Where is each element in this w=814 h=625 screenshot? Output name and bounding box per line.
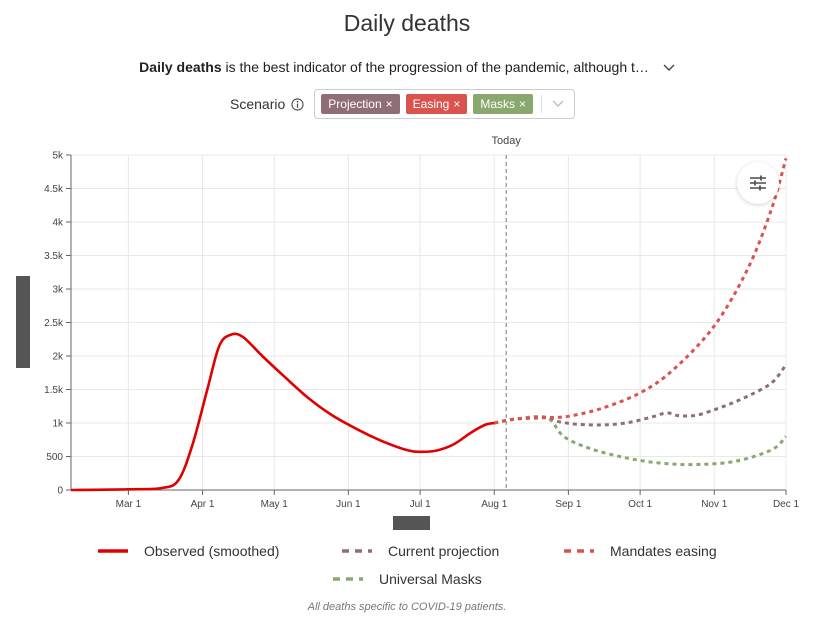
- y-zoom-handle[interactable]: [16, 276, 30, 368]
- y-tick-label: 2k: [52, 352, 64, 363]
- y-tick-label: 3.5k: [44, 251, 64, 262]
- scenario-tag-projection[interactable]: Projection ×: [321, 94, 400, 114]
- chart-svg[interactable]: 0 500 1k 1.5k 2k 2.5k 3k 3.5k 4k 4.5k 5k Mar 1 Apr 1…: [0, 0, 814, 600]
- series-line-mandates-easing: [493, 157, 788, 425]
- y-tick-label: 2.5k: [44, 318, 64, 329]
- footnote: All deaths specific to COVID-19 patients…: [307, 601, 507, 613]
- scenario-tag-label: Easing: [412, 97, 450, 111]
- y-tick-label: 3k: [52, 285, 64, 296]
- y-tick-label: 5k: [52, 151, 64, 162]
- description-bold: Daily deaths: [139, 59, 222, 75]
- y-tick-label: 4k: [52, 218, 64, 229]
- legend-label: Current projection: [388, 543, 499, 559]
- chart-settings-button[interactable]: [737, 162, 779, 204]
- close-icon[interactable]: ×: [453, 97, 461, 111]
- x-tick-label: Aug 1: [481, 499, 508, 510]
- divider: [541, 95, 543, 113]
- description-text: is the best indicator of the progression…: [221, 59, 649, 75]
- y-tick-label: 1k: [52, 419, 64, 430]
- close-icon[interactable]: ×: [385, 97, 393, 111]
- legend-label: Mandates easing: [610, 543, 717, 559]
- y-tick-label: 4.5k: [44, 184, 64, 195]
- x-tick-label: Apr 1: [191, 499, 215, 510]
- scenario-tag-label: Projection: [328, 97, 382, 111]
- x-tick-label: Oct 1: [628, 499, 652, 510]
- today-label: Today: [492, 135, 522, 147]
- x-tick-label: Jun 1: [336, 499, 361, 510]
- series-line-observed-smoothed: [70, 332, 495, 492]
- sliders-icon: [750, 175, 766, 191]
- x-tick-label: Dec 1: [773, 499, 800, 510]
- chart-title: Daily deaths: [343, 10, 471, 36]
- scenario-label: Scenario: [230, 96, 286, 112]
- chevron-down-icon[interactable]: [552, 100, 564, 108]
- y-tick-label: 0: [57, 486, 63, 497]
- info-icon[interactable]: [291, 97, 304, 111]
- x-tick-label: Jul 1: [410, 499, 432, 510]
- x-tick-label: Sep 1: [555, 499, 582, 510]
- x-zoom-handle[interactable]: [393, 516, 430, 530]
- chevron-down-icon[interactable]: [663, 63, 675, 73]
- scenario-selector-row: Scenario Projection × Easing × Masks ×: [230, 88, 576, 120]
- y-tick-label: 1.5k: [44, 385, 64, 396]
- close-icon[interactable]: ×: [519, 97, 527, 111]
- scenario-tag-label: Masks: [480, 97, 516, 111]
- legend-label: Universal Masks: [379, 571, 482, 587]
- series-line-universal-masks: [493, 414, 788, 467]
- scenario-tag-easing[interactable]: Easing ×: [405, 94, 468, 114]
- legend-label: Observed (smoothed): [144, 543, 279, 559]
- x-tick-label: May 1: [261, 499, 289, 510]
- chart-description[interactable]: Daily deaths is the best indicator of th…: [0, 59, 814, 75]
- x-tick-label: Nov 1: [701, 499, 728, 510]
- y-tick-label: 500: [46, 452, 63, 463]
- scenario-tag-masks[interactable]: Masks ×: [473, 94, 534, 114]
- x-tick-label: Mar 1: [116, 499, 142, 510]
- scenario-multiselect[interactable]: Projection × Easing × Masks ×: [314, 89, 576, 119]
